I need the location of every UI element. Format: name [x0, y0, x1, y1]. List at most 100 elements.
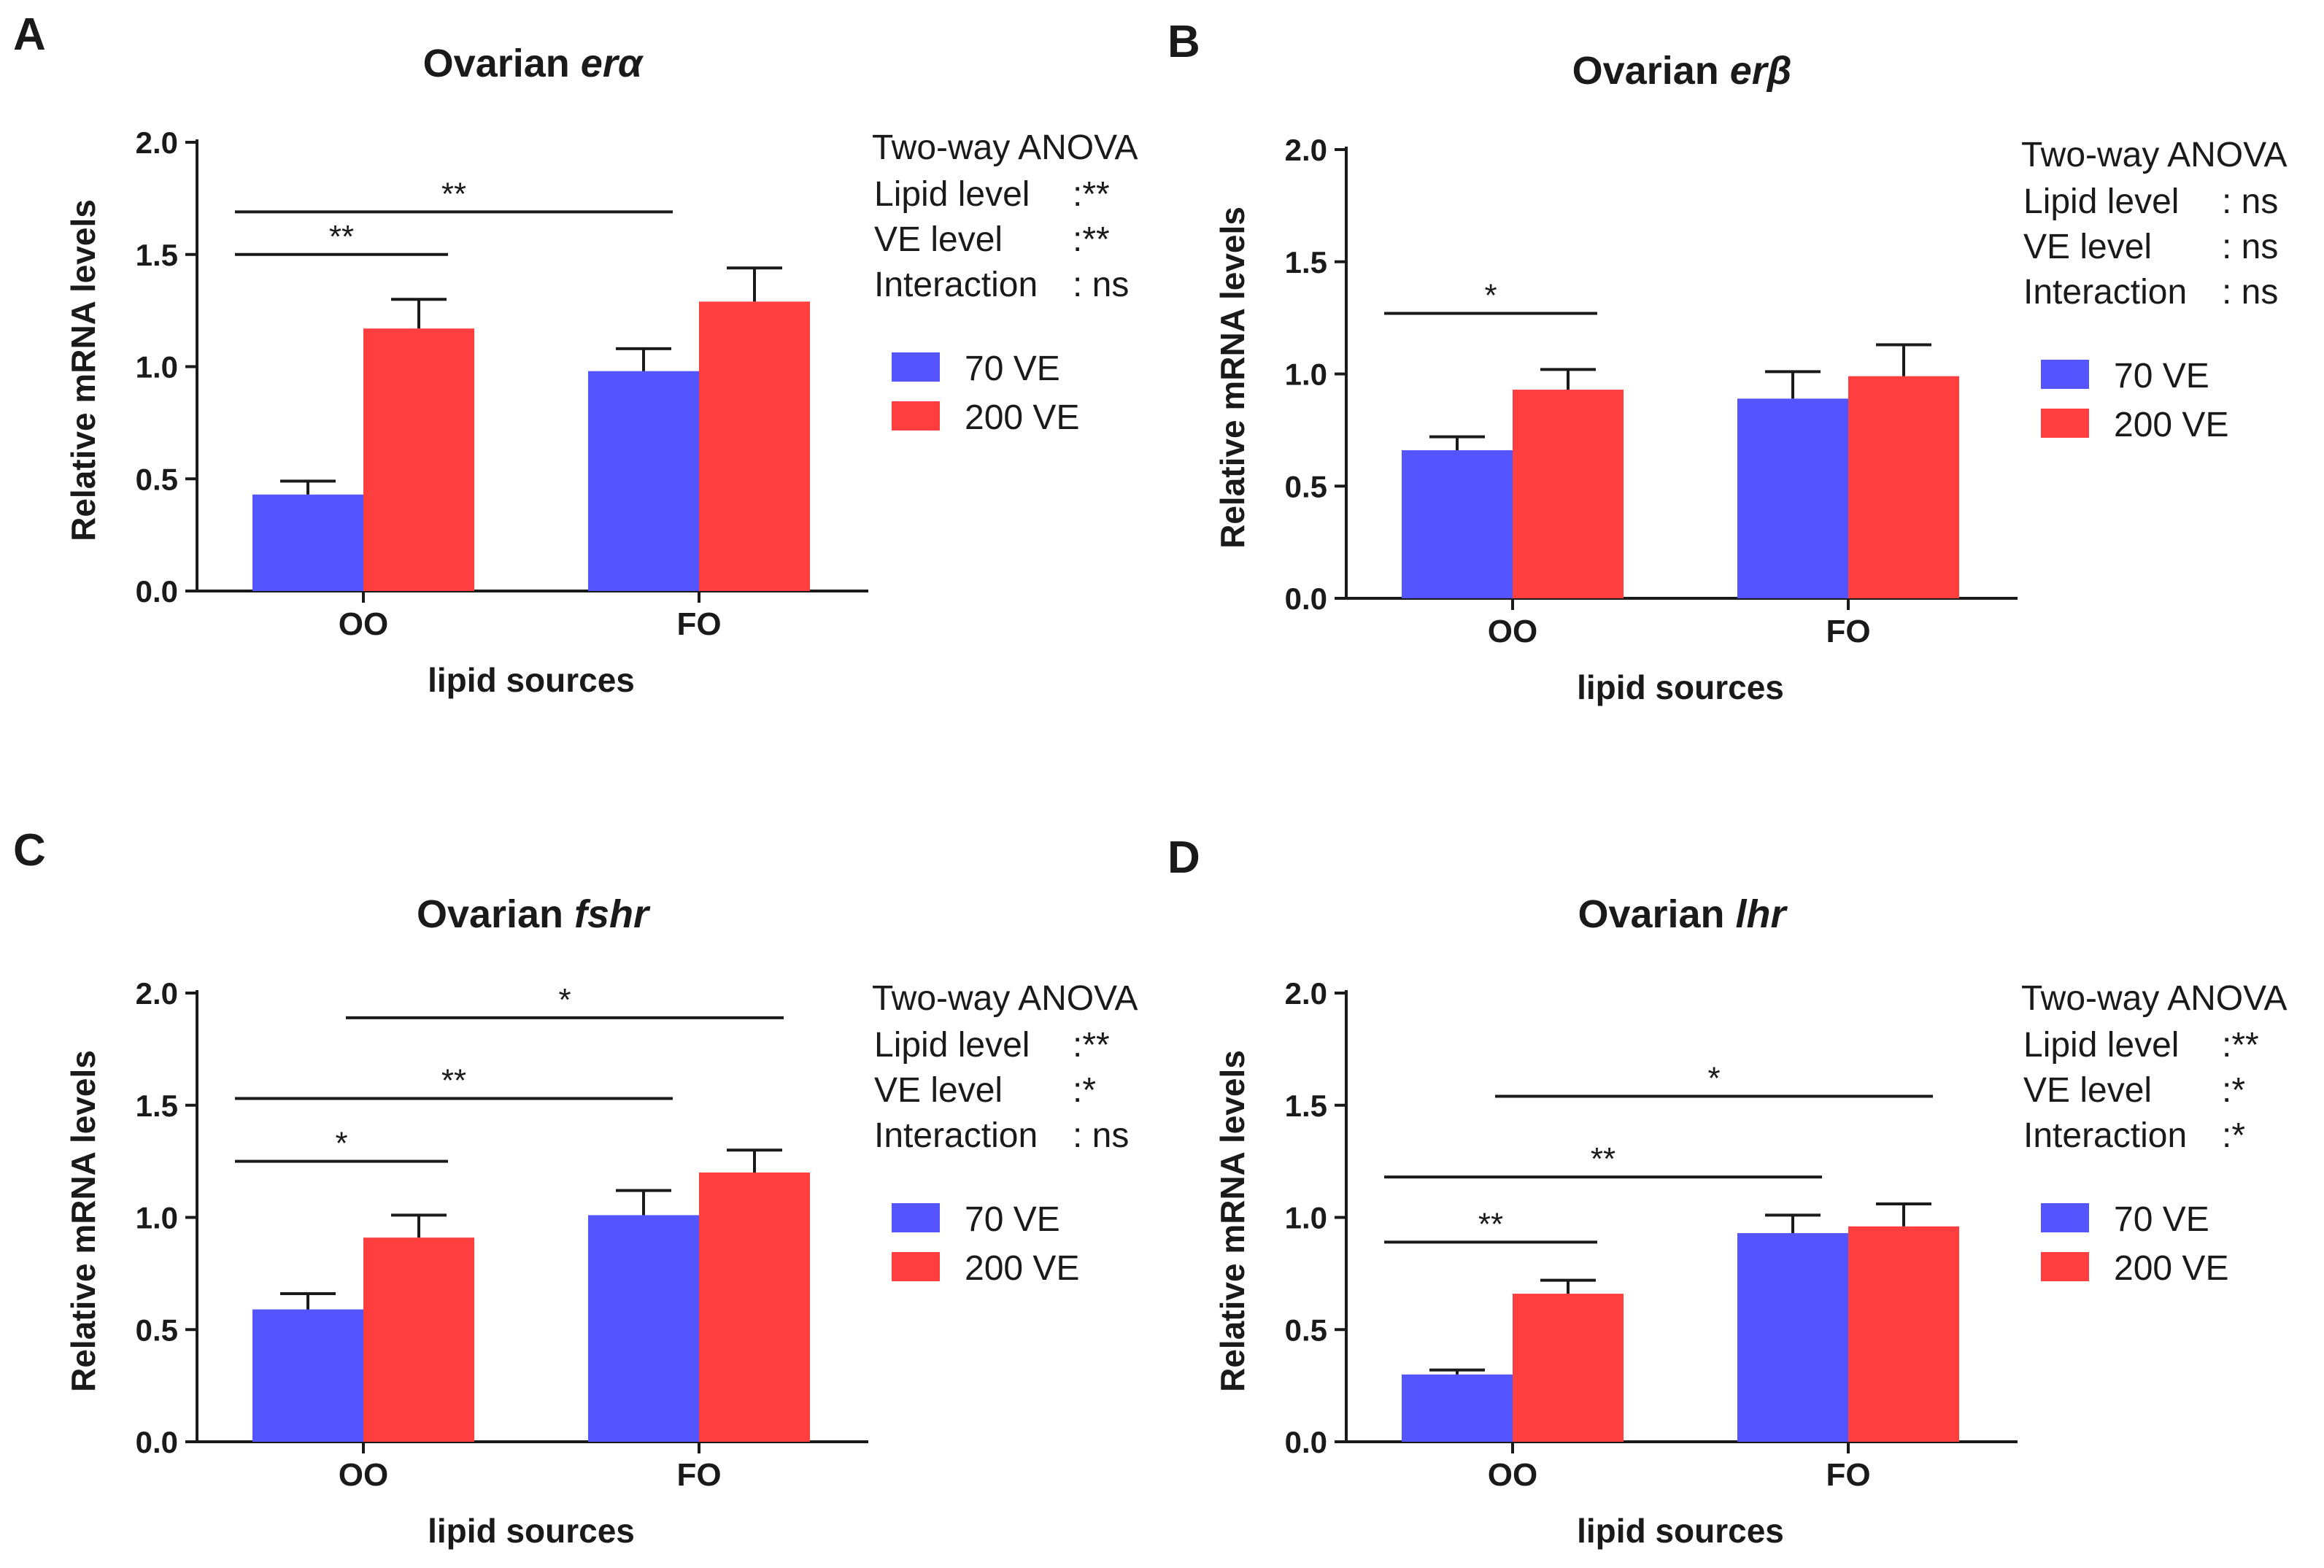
panel-letter: C	[13, 825, 46, 876]
legend-label-2: 200 VE	[965, 1249, 1079, 1288]
legend-swatch-1	[892, 1203, 940, 1232]
legend-label-1: 70 VE	[2114, 1200, 2209, 1239]
significance-label: **	[441, 1063, 466, 1099]
significance-label: **	[1478, 1206, 1503, 1242]
y-axis-title: Relative mRNA levels	[64, 1050, 102, 1392]
y-tick-label: 1.5	[136, 1089, 178, 1123]
y-tick-label: 0.0	[1285, 1425, 1327, 1459]
significance-label: **	[329, 219, 354, 255]
bar-fo-series-2	[1848, 376, 1959, 598]
bar-oo-series-2	[363, 328, 474, 591]
y-tick-label: 2.0	[1285, 133, 1327, 167]
y-tick-label: 1.5	[136, 238, 178, 272]
chart-title: Ovarian erβ	[1572, 49, 1792, 93]
legend-label-2: 200 VE	[2114, 406, 2228, 444]
significance-label: *	[1707, 1060, 1720, 1096]
y-tick-label: 0.5	[136, 1313, 178, 1347]
y-tick-label: 0.5	[1285, 469, 1327, 503]
bar-fo-series-2	[699, 1173, 810, 1442]
anova-term: VE level	[2023, 1071, 2152, 1110]
anova-term: Interaction	[874, 1116, 1038, 1155]
anova-result: : ns	[2222, 273, 2278, 312]
significance-label: *	[335, 1126, 347, 1162]
bar-fo-series-1	[588, 371, 699, 591]
x-axis-title: lipid sources	[428, 661, 635, 699]
anova-term: Lipid level	[2023, 182, 2179, 221]
panel-letter: A	[13, 9, 46, 60]
anova-result: :**	[1073, 175, 1110, 214]
anova-title: Two-way ANOVA	[2021, 136, 2288, 174]
y-tick-label: 1.5	[1285, 245, 1327, 279]
legend-swatch-2	[2041, 409, 2089, 438]
anova-result: : ns	[2222, 182, 2278, 221]
anova-term: Lipid level	[2023, 1026, 2179, 1065]
bar-oo-series-2	[1513, 1294, 1624, 1442]
bar-fo-series-2	[1848, 1226, 1959, 1442]
anova-term: Lipid level	[874, 1026, 1030, 1065]
x-tick-label: FO	[1826, 614, 1870, 649]
x-axis-title: lipid sources	[1577, 668, 1784, 706]
chart-title: Ovarian erα	[423, 42, 644, 85]
bar-fo-series-1	[1737, 1233, 1848, 1442]
anova-term: Lipid level	[874, 175, 1030, 214]
bar-fo-series-1	[1737, 398, 1848, 598]
bar-oo-series-2	[1513, 390, 1624, 598]
chart-panel-c: Ovarian fshr 0.0 0.5 1.0 1.5 2.0 Relative mRNA…	[64, 892, 1138, 1550]
x-tick-label: OO	[339, 606, 388, 642]
bar-oo-series-1	[1402, 1374, 1513, 1442]
y-tick-label: 1.0	[136, 350, 178, 385]
chart-panel-a: Ovarian erα 0.0 0.5 1.0 1.5 2.0 Relative mRNA …	[64, 42, 1138, 699]
y-axis-title: Relative mRNA levels	[1213, 206, 1251, 549]
bar-oo-series-1	[252, 1309, 363, 1442]
anova-result: :*	[2222, 1116, 2245, 1155]
x-tick-label: OO	[1488, 1457, 1537, 1493]
anova-term: VE level	[874, 1071, 1003, 1110]
x-axis-title: lipid sources	[428, 1512, 635, 1550]
chart-title: Ovarian fshr	[417, 892, 651, 936]
bar-oo-series-1	[1402, 450, 1513, 598]
anova-result: : ns	[1073, 266, 1129, 304]
anova-term: Interaction	[2023, 273, 2187, 312]
significance-label: *	[558, 982, 571, 1018]
y-axis-title: Relative mRNA levels	[64, 199, 102, 541]
legend-label-1: 70 VE	[965, 349, 1060, 388]
legend-label-1: 70 VE	[965, 1200, 1060, 1239]
anova-result: :**	[1073, 1026, 1110, 1065]
anova-term: VE level	[874, 220, 1003, 259]
chart-panel-d: Ovarian lhr 0.0 0.5 1.0 1.5 2.0 Relative mRNA …	[1213, 892, 2288, 1550]
y-tick-label: 1.0	[136, 1201, 178, 1235]
y-tick-label: 1.5	[1285, 1089, 1327, 1123]
legend-swatch-2	[892, 401, 940, 430]
bar-fo-series-1	[588, 1215, 699, 1442]
y-tick-label: 0.0	[1285, 582, 1327, 616]
panel-letter: B	[1167, 17, 1200, 67]
panel-letter: D	[1167, 833, 1200, 883]
anova-result: :**	[2222, 1026, 2259, 1065]
significance-label: **	[441, 176, 466, 212]
y-tick-label: 0.0	[136, 574, 178, 609]
anova-term: Interaction	[874, 266, 1038, 304]
legend-swatch-1	[2041, 360, 2089, 389]
x-tick-label: FO	[676, 606, 721, 642]
anova-title: Two-way ANOVA	[872, 979, 1138, 1018]
anova-result: :*	[1073, 1071, 1096, 1110]
y-tick-label: 2.0	[136, 976, 178, 1011]
anova-result: :**	[1073, 220, 1110, 259]
y-tick-label: 1.0	[1285, 358, 1327, 392]
anova-term: VE level	[2023, 228, 2152, 266]
legend-label-2: 200 VE	[2114, 1249, 2228, 1288]
x-tick-label: OO	[1488, 614, 1537, 649]
bar-oo-series-1	[252, 494, 363, 591]
y-tick-label: 2.0	[136, 125, 178, 160]
x-tick-label: FO	[676, 1457, 721, 1493]
y-tick-label: 2.0	[1285, 976, 1327, 1011]
anova-title: Two-way ANOVA	[872, 128, 1138, 167]
x-tick-label: FO	[1826, 1457, 1870, 1493]
significance-label: *	[1484, 277, 1497, 313]
bar-fo-series-2	[699, 301, 810, 591]
bar-oo-series-2	[363, 1237, 474, 1442]
anova-result: :*	[2222, 1071, 2245, 1110]
chart-panel-b: Ovarian erβ 0.0 0.5 1.0 1.5 2.0 Relative mRNA …	[1213, 49, 2288, 706]
anova-result: : ns	[1073, 1116, 1129, 1155]
